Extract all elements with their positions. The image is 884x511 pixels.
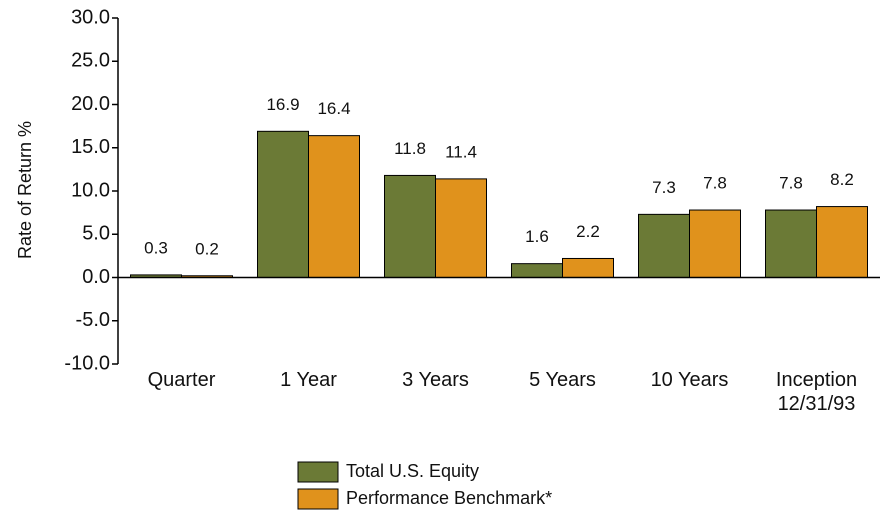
y-tick-label: 10.0	[71, 179, 110, 201]
data-label: 7.8	[703, 174, 727, 193]
legend-label: Performance Benchmark*	[346, 488, 552, 508]
data-label: 16.4	[317, 99, 350, 118]
y-tick-label: -5.0	[76, 309, 110, 331]
data-label: 0.3	[144, 238, 168, 257]
bar	[689, 209, 741, 278]
data-label: 2.2	[576, 222, 600, 241]
x-tick-label: Quarter	[147, 369, 216, 391]
x-tick-label: 10 Years	[650, 369, 729, 391]
bar	[638, 213, 690, 278]
y-tick-label: 0.0	[82, 266, 110, 288]
legend-swatch	[297, 461, 339, 483]
bar	[308, 135, 360, 278]
bar	[435, 178, 487, 278]
x-tick-label: Inception 12/31/93	[775, 369, 858, 415]
bar	[257, 130, 309, 278]
y-axis-label: Rate of Return %	[15, 121, 35, 259]
legend-label: Total U.S. Equity	[346, 461, 479, 481]
data-label: 11.4	[445, 142, 477, 161]
data-label: 7.8	[779, 174, 803, 193]
data-label: 8.2	[830, 170, 854, 189]
bar	[384, 174, 436, 278]
y-tick-label: -10.0	[64, 352, 110, 374]
x-tick-label: 3 Years	[402, 369, 469, 391]
y-tick-label: 25.0	[71, 50, 110, 72]
bar	[816, 206, 868, 279]
bar	[562, 257, 614, 279]
y-tick-label: 30.0	[71, 6, 110, 28]
y-tick-label: 20.0	[71, 93, 110, 115]
data-label: 0.2	[195, 239, 219, 258]
bar	[511, 263, 563, 279]
y-tick-label: 5.0	[82, 223, 110, 245]
data-label: 7.3	[652, 178, 676, 197]
bar	[765, 209, 817, 278]
data-label: 1.6	[525, 227, 549, 246]
y-tick-label: 15.0	[71, 136, 110, 158]
data-label: 11.8	[394, 139, 426, 158]
data-label: 16.9	[266, 95, 299, 114]
x-tick-label: 1 Year	[280, 369, 337, 391]
x-tick-label: 5 Years	[529, 369, 596, 391]
legend-swatch	[297, 488, 339, 510]
